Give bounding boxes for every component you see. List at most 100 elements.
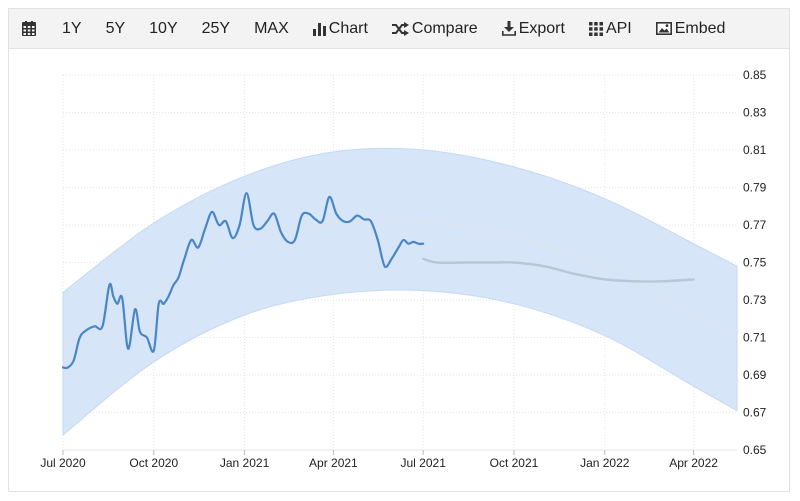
y-tick-label: 0.69 <box>743 368 767 382</box>
actual-data-point[interactable] <box>406 241 411 246</box>
actual-data-point[interactable] <box>251 223 256 228</box>
actual-data-point[interactable] <box>216 223 221 228</box>
confidence-band-layer <box>62 147 738 437</box>
actual-data-point[interactable] <box>61 365 66 370</box>
actual-data-point[interactable] <box>171 283 176 288</box>
actual-data-point[interactable] <box>77 335 82 340</box>
actual-data-point[interactable] <box>210 209 215 214</box>
series-layer <box>61 192 695 370</box>
actual-data-point[interactable] <box>416 241 421 246</box>
compare-button[interactable]: Compare <box>380 9 490 48</box>
forecast-data-point[interactable] <box>602 277 607 282</box>
actual-data-point[interactable] <box>396 245 401 250</box>
range-1y-button[interactable]: 1Y <box>50 9 94 48</box>
forecast-series-line <box>422 257 695 283</box>
embed-button[interactable]: Embed <box>644 9 738 48</box>
actual-data-point[interactable] <box>401 238 406 243</box>
range-10y-button[interactable]: 10Y <box>137 9 189 48</box>
forecast-data-point[interactable] <box>691 277 696 282</box>
shuffle-icon <box>391 21 409 36</box>
actual-data-point[interactable] <box>161 301 166 306</box>
forecast-data-point[interactable] <box>496 260 501 265</box>
actual-data-point[interactable] <box>368 219 373 224</box>
range-25y-button[interactable]: 25Y <box>190 9 242 48</box>
actual-data-point[interactable] <box>111 294 116 299</box>
download-icon <box>501 21 516 36</box>
actual-data-point[interactable] <box>382 264 387 269</box>
forecast-data-point[interactable] <box>421 256 426 261</box>
actual-data-point[interactable] <box>334 211 339 216</box>
forecast-data-point[interactable] <box>465 260 470 265</box>
actual-data-point[interactable] <box>285 239 290 244</box>
y-tick-label: 0.73 <box>743 293 767 307</box>
actual-data-point[interactable] <box>203 226 208 231</box>
api-button[interactable]: API <box>577 9 644 48</box>
axis-labels: 0.65 0.67 0.69 0.71 0.73 0.75 0.77 0.79 0.81 0.83… <box>40 68 766 470</box>
range-5y-button[interactable]: 5Y <box>94 9 138 48</box>
actual-data-point[interactable] <box>320 219 325 224</box>
forecast-data-point[interactable] <box>572 271 577 276</box>
actual-data-point[interactable] <box>223 219 228 224</box>
actual-data-point[interactable] <box>237 223 242 228</box>
actual-data-point[interactable] <box>265 219 270 224</box>
actual-data-point[interactable] <box>389 256 394 261</box>
actual-data-point[interactable] <box>71 358 76 363</box>
range-max-button[interactable]: MAX <box>242 9 301 48</box>
actual-data-point[interactable] <box>137 329 142 334</box>
forecast-data-point[interactable] <box>435 260 440 265</box>
actual-data-point[interactable] <box>126 346 131 351</box>
actual-data-point[interactable] <box>306 211 311 216</box>
y-tick-label: 0.75 <box>743 256 767 270</box>
grid-icon <box>588 21 603 36</box>
actual-data-point[interactable] <box>182 256 187 261</box>
actual-data-point[interactable] <box>189 238 194 243</box>
actual-data-point[interactable] <box>133 307 138 312</box>
actual-data-point[interactable] <box>292 238 297 243</box>
x-tick-label: Jul 2021 <box>401 456 447 470</box>
y-tick-label: 0.67 <box>743 406 767 420</box>
forecast-data-point[interactable] <box>660 279 665 284</box>
range-max-label: MAX <box>254 19 289 37</box>
actual-data-point[interactable] <box>92 324 97 329</box>
forecast-data-point[interactable] <box>633 279 638 284</box>
actual-data-point[interactable] <box>176 275 181 280</box>
x-tick-label: Apr 2022 <box>669 456 718 470</box>
actual-data-point[interactable] <box>313 217 318 222</box>
actual-data-point[interactable] <box>156 301 161 306</box>
actual-data-point[interactable] <box>144 335 149 340</box>
range-1y-label: 1Y <box>62 19 82 37</box>
actual-data-point[interactable] <box>355 213 360 218</box>
actual-data-point[interactable] <box>375 238 380 243</box>
chart-type-button[interactable]: Chart <box>301 9 380 48</box>
actual-data-point[interactable] <box>411 239 416 244</box>
actual-data-point[interactable] <box>341 219 346 224</box>
actual-data-point[interactable] <box>272 211 277 216</box>
range-10y-label: 10Y <box>149 19 178 37</box>
actual-data-point[interactable] <box>120 296 125 301</box>
actual-data-point[interactable] <box>279 230 284 235</box>
actual-data-point[interactable] <box>258 226 263 231</box>
actual-data-point[interactable] <box>151 348 156 353</box>
calendar-button[interactable] <box>9 9 50 48</box>
actual-data-point[interactable] <box>361 217 366 222</box>
export-button[interactable]: Export <box>490 9 577 48</box>
actual-data-point[interactable] <box>84 328 89 333</box>
bar-chart-icon <box>312 22 326 36</box>
actual-data-point[interactable] <box>348 219 353 224</box>
actual-data-point[interactable] <box>115 301 120 306</box>
forecast-data-point[interactable] <box>511 260 516 265</box>
actual-data-point[interactable] <box>244 191 249 196</box>
actual-data-point[interactable] <box>230 236 235 241</box>
x-tick-label: Oct 2020 <box>129 456 178 470</box>
x-tick-label: Jan 2021 <box>220 456 270 470</box>
actual-data-point[interactable] <box>299 213 304 218</box>
y-tick-label: 0.71 <box>743 331 767 345</box>
actual-data-point[interactable] <box>421 241 426 246</box>
actual-data-point[interactable] <box>65 365 70 370</box>
actual-data-point[interactable] <box>100 324 105 329</box>
actual-data-point[interactable] <box>196 245 201 250</box>
actual-data-point[interactable] <box>107 283 112 288</box>
actual-data-point[interactable] <box>327 194 332 199</box>
forecast-data-point[interactable] <box>542 264 547 269</box>
actual-data-point[interactable] <box>166 294 171 299</box>
